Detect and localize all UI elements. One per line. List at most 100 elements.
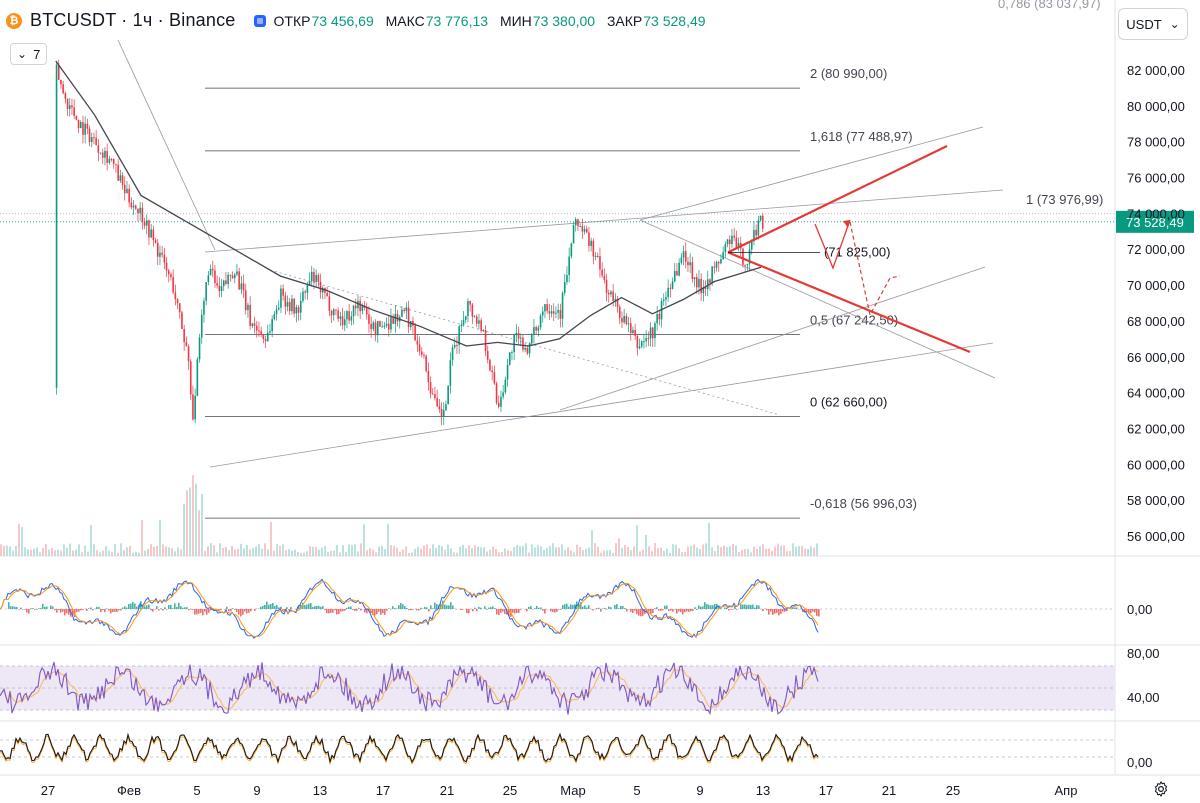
- candle-body: [148, 220, 150, 238]
- candle-body: [632, 330, 634, 334]
- volume-bar: [366, 550, 368, 556]
- macd-histogram-bar: [52, 606, 54, 609]
- macd-histogram-bar: [152, 609, 154, 612]
- macd-histogram-bar: [90, 607, 92, 609]
- macd-histogram-bar: [330, 609, 332, 613]
- macd-histogram-bar: [400, 602, 402, 609]
- macd-histogram-bar: [600, 609, 602, 612]
- last-price-badge: [1116, 210, 1194, 233]
- candle-body: [187, 346, 190, 362]
- candle-body: [482, 330, 485, 332]
- volume-bar: [606, 550, 608, 556]
- candle-body: [139, 207, 141, 214]
- candle-body: [277, 307, 280, 310]
- candle-body: [605, 280, 608, 293]
- volume-bar: [732, 543, 734, 556]
- macd-histogram-bar: [794, 607, 796, 609]
- volume-bar: [114, 543, 116, 556]
- volume-bar: [147, 549, 149, 556]
- candle-body: [574, 219, 577, 226]
- macd-histogram-bar: [162, 609, 164, 611]
- volume-bar: [99, 552, 101, 556]
- rsi-axis-label: 80,00: [1127, 646, 1160, 661]
- candle-body: [275, 309, 278, 315]
- macd-histogram-bar: [598, 607, 600, 609]
- volume-bar: [507, 550, 509, 556]
- symbol-title[interactable]: BTCUSDT · 1ч · Binance: [30, 10, 236, 30]
- volume-bar: [597, 546, 599, 556]
- candle-body: [522, 337, 524, 350]
- market-status-icon[interactable]: [253, 14, 266, 27]
- macd-histogram-bar: [352, 609, 354, 610]
- macd-histogram-bar: [430, 605, 432, 609]
- volume-bar: [138, 552, 140, 556]
- volume-bar: [36, 547, 38, 556]
- macd-histogram-bar: [502, 609, 504, 612]
- macd-histogram-bar: [58, 609, 60, 611]
- candle-body: [143, 221, 146, 226]
- candle-body: [106, 150, 108, 163]
- gear-icon[interactable]: [1152, 780, 1170, 798]
- macd-histogram-bar: [558, 609, 560, 610]
- candle-body: [376, 321, 379, 336]
- macd-histogram-bar: [60, 609, 62, 613]
- volume-bar: [786, 551, 788, 556]
- volume-bar: [429, 548, 431, 556]
- volume-bar: [621, 547, 623, 556]
- volume-bar: [276, 543, 278, 556]
- macd-histogram-bar: [720, 608, 722, 609]
- candle-body: [392, 316, 394, 324]
- macd-histogram-bar: [494, 608, 496, 609]
- macd-histogram-bar: [536, 605, 538, 609]
- volume-bar: [357, 551, 359, 556]
- candle-body: [420, 351, 423, 355]
- rsi-line: [0, 661, 819, 716]
- macd-signal-line: [0, 580, 819, 637]
- macd-histogram-bar: [298, 604, 300, 609]
- macd-histogram-bar: [504, 609, 506, 614]
- volume-bar: [360, 543, 362, 556]
- volume-bar: [582, 550, 584, 556]
- currency-selector[interactable]: USDT ⌄: [1118, 8, 1188, 40]
- candle-body: [704, 287, 707, 290]
- volume-bar: [123, 550, 125, 556]
- volume-bar: [681, 552, 683, 556]
- candle-body: [280, 288, 282, 308]
- macd-histogram-bar: [762, 609, 764, 612]
- volume-bar: [411, 552, 413, 556]
- candle-body: [464, 316, 467, 320]
- indicators-toggle[interactable]: ⌄ 7: [10, 43, 48, 65]
- candle-body: [79, 122, 82, 129]
- macd-histogram-bar: [194, 609, 196, 615]
- volume-bar: [177, 547, 179, 556]
- volume-bar: [168, 547, 170, 556]
- volume-bar: [549, 546, 551, 556]
- candle-body: [348, 311, 350, 321]
- candle-body: [612, 291, 614, 301]
- time-axis-label: Апр: [1055, 783, 1078, 798]
- candle-body: [720, 259, 722, 264]
- candle-body: [572, 225, 575, 244]
- macd-histogram-bar: [542, 609, 544, 611]
- macd-histogram-bar: [288, 609, 290, 611]
- macd-histogram-bar: [266, 601, 268, 609]
- candle-body: [218, 285, 221, 292]
- macd-histogram-bar: [286, 607, 288, 609]
- candle-body: [570, 243, 573, 257]
- candle-body: [618, 306, 621, 318]
- macd-histogram-bar: [218, 609, 220, 612]
- macd-histogram-bar: [568, 606, 570, 609]
- volume-bar: [804, 548, 806, 556]
- volume-bar: [282, 544, 284, 556]
- volume-bars: [0, 475, 818, 556]
- macd-histogram-bar: [314, 606, 316, 609]
- candle-body: [759, 215, 762, 221]
- candle-body: [744, 264, 746, 266]
- volume-bar: [618, 538, 620, 556]
- volume-bar: [414, 548, 416, 556]
- candle-body: [339, 316, 342, 319]
- volume-bar: [678, 548, 680, 556]
- candle-body: [203, 300, 205, 315]
- volume-bar: [627, 546, 629, 556]
